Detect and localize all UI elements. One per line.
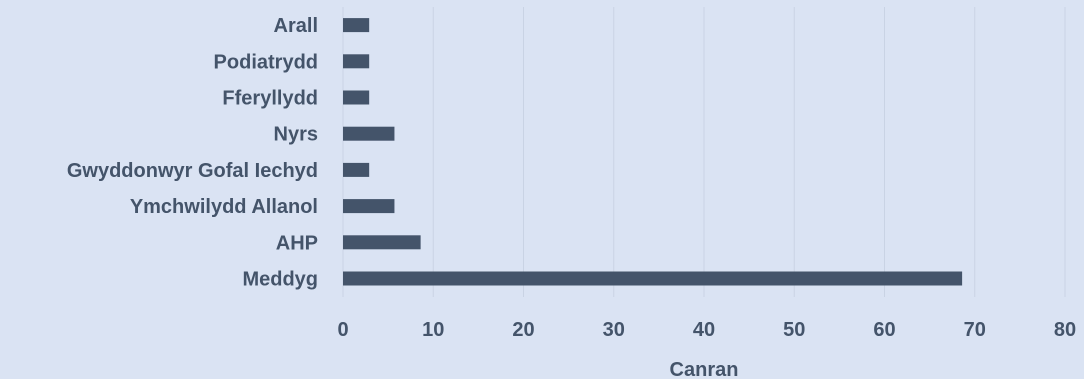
bar-gwyddonwyr-gofal-iechyd [343,162,370,177]
x-tick-label-20: 20 [512,319,534,341]
bars [343,18,963,286]
x-tick-labels: 0 10 20 30 40 50 60 70 80 [337,319,1076,341]
x-tick-label-60: 60 [873,319,895,341]
gridlines [342,7,1066,297]
category-label-nyrs: Nyrs [274,124,318,146]
category-label-ymchwilydd-allanol: Ymchwilydd Allanol [130,196,318,218]
x-tick-label-30: 30 [603,319,625,341]
x-axis-title: Canran [670,359,739,379]
bar-nyrs [343,126,395,141]
category-labels: Arall Podiatrydd Fferyllydd Nyrs Gwyddonwyr … [67,15,318,290]
bar-fferyllydd [343,90,370,105]
x-tick-label-70: 70 [964,319,986,341]
category-label-meddyg: Meddyg [242,269,318,291]
category-label-fferyllydd: Fferyllydd [222,88,318,110]
bar-ymchwilydd-allanol [343,199,395,214]
x-tick-label-10: 10 [422,319,444,341]
x-tick-label-80: 80 [1054,319,1076,341]
x-tick-label-0: 0 [337,319,348,341]
category-label-ahp: AHP [276,232,318,254]
category-label-podiatrydd: Podiatrydd [214,51,318,73]
bar-podiatrydd [343,54,370,69]
category-label-arall: Arall [274,15,318,37]
x-tick-label-40: 40 [693,319,715,341]
x-tick-label-50: 50 [783,319,805,341]
bar-ahp [343,235,421,250]
category-label-gwyddonwyr-gofal-iechyd: Gwyddonwyr Gofal Iechyd [67,160,318,182]
bar-arall [343,18,370,33]
bar-meddyg [343,271,963,286]
